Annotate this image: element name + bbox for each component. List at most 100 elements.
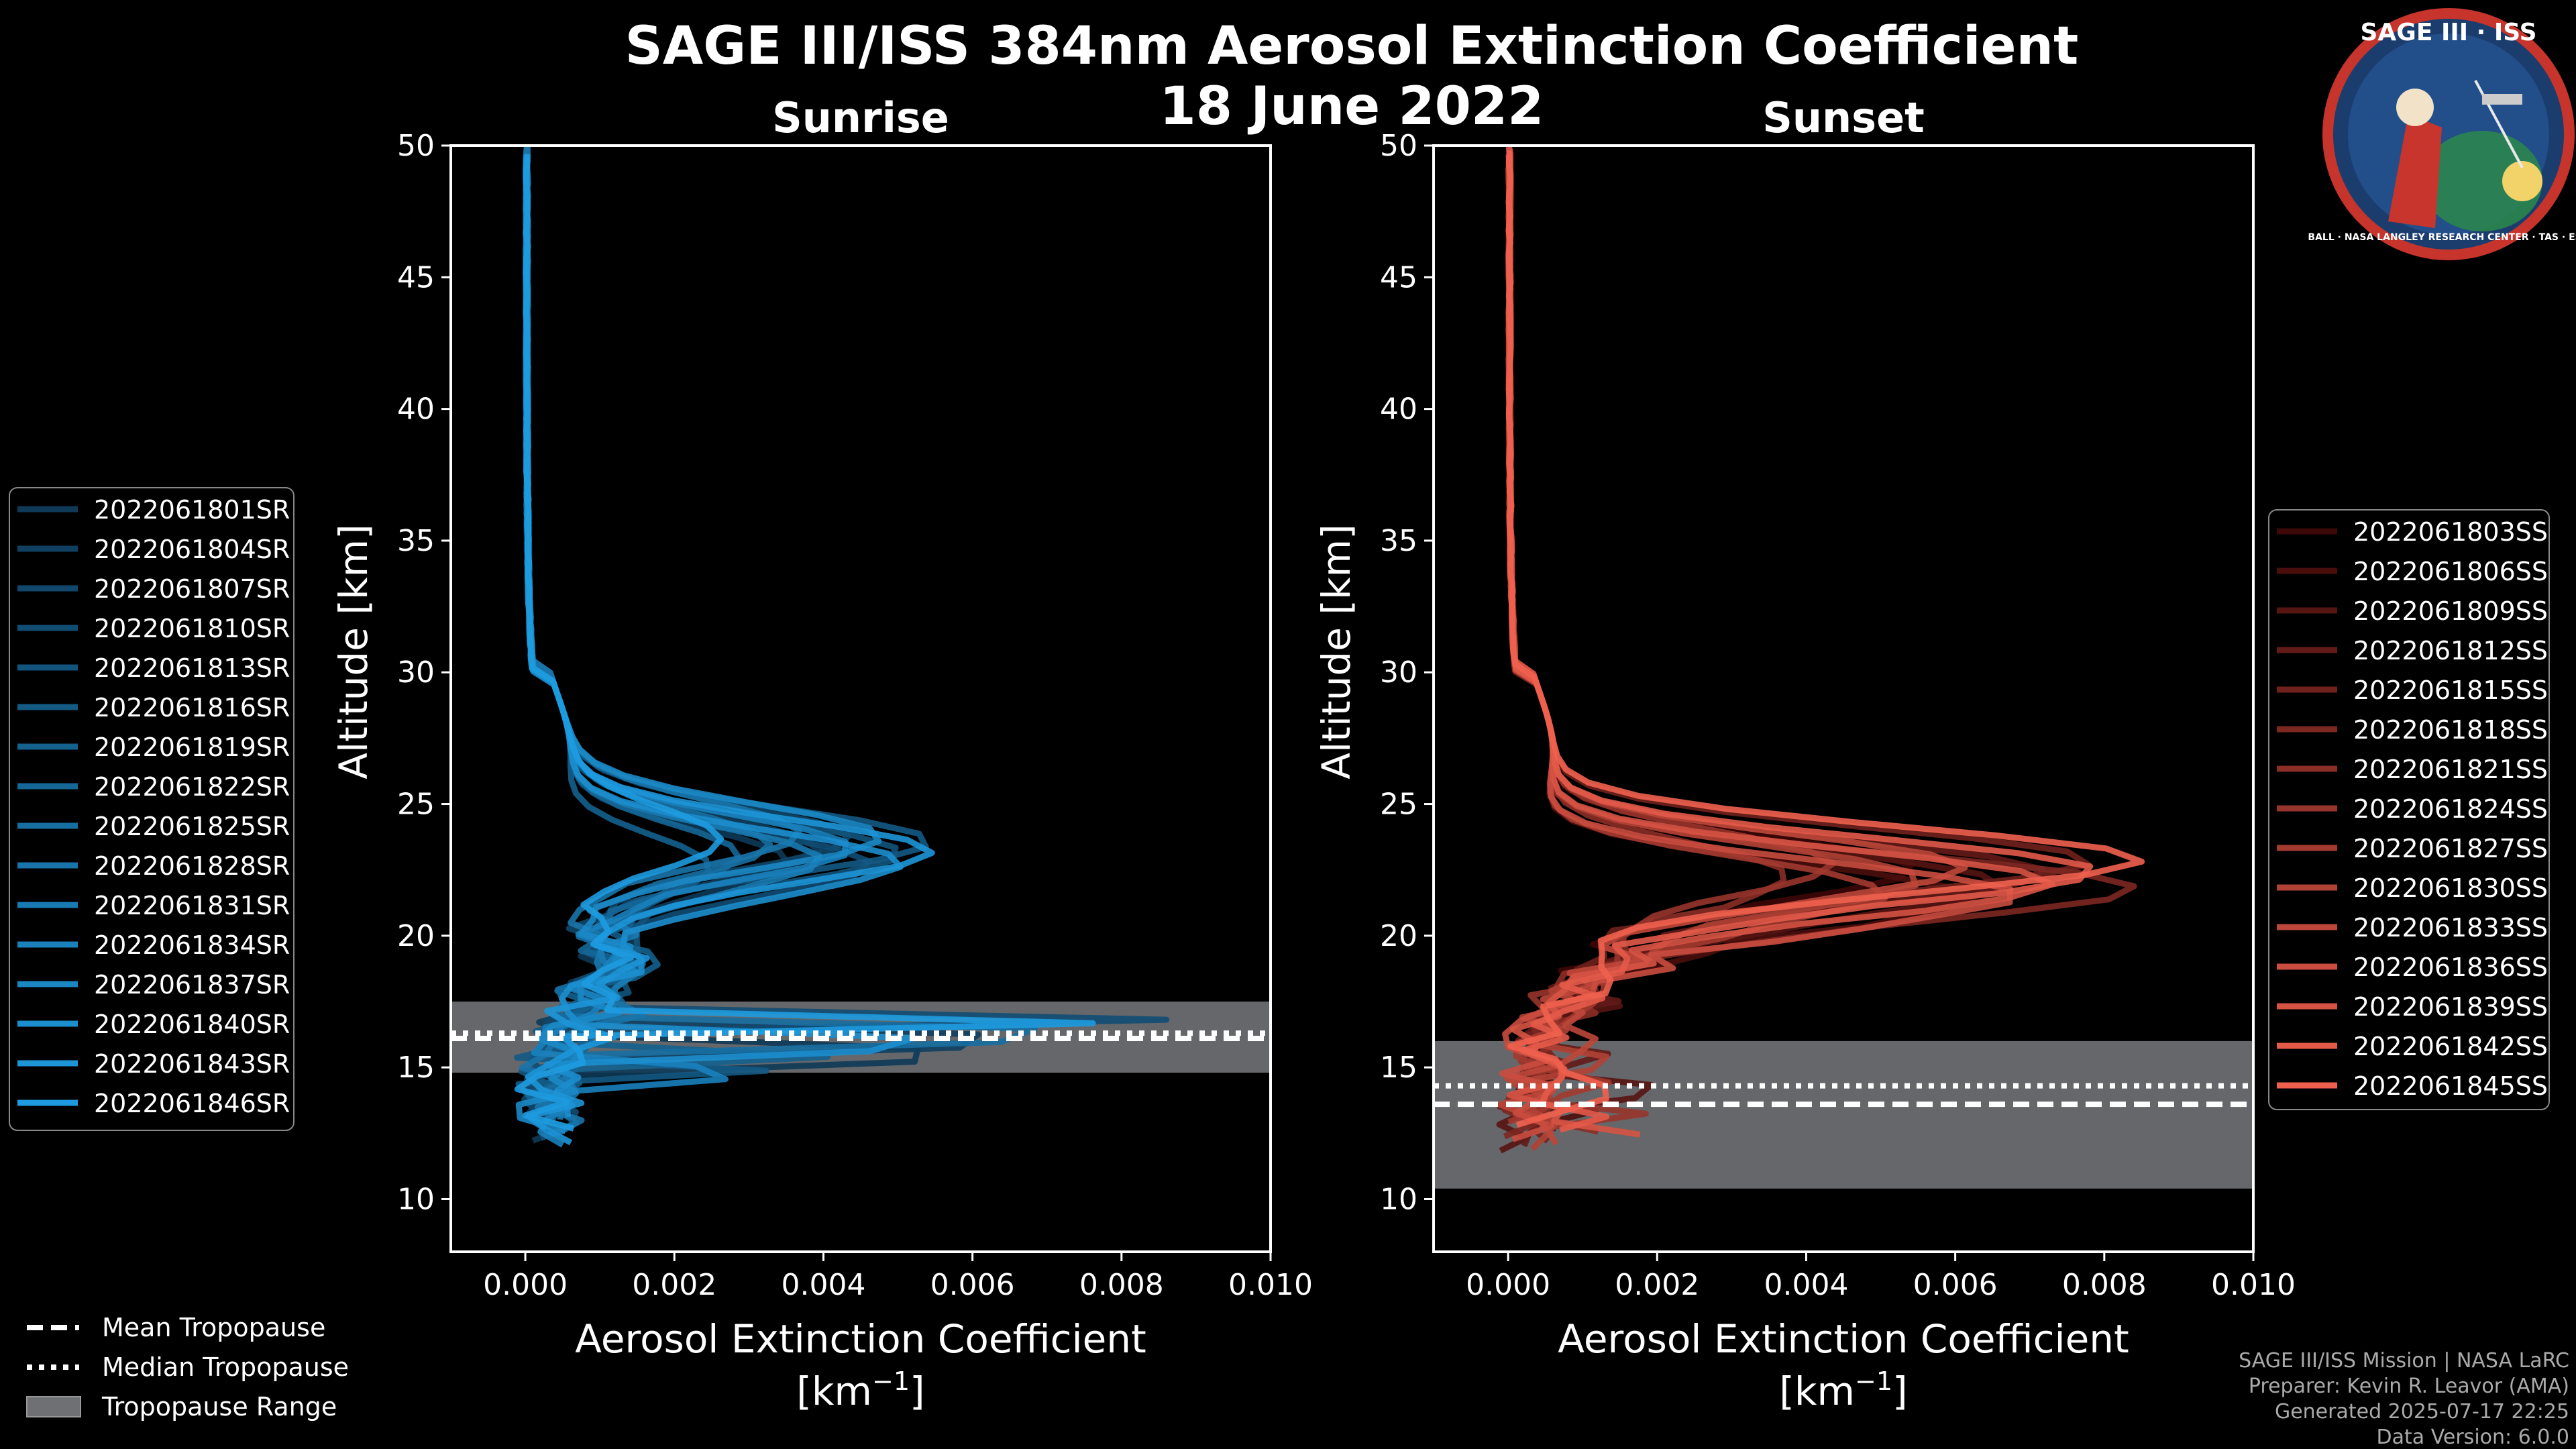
y-tick-label: 30 bbox=[1380, 655, 1417, 690]
profile-2022061845SS bbox=[1505, 150, 2145, 1128]
x-tick-label: 0.002 bbox=[1615, 1268, 1699, 1302]
x-axis-label: Aerosol Extinction Coefficient bbox=[1558, 1316, 2129, 1362]
panel-subtitle: Sunset bbox=[1762, 93, 1925, 142]
legend-entry: 2022061809SS bbox=[2353, 596, 2548, 626]
legend-entry: 2022061834SR bbox=[94, 930, 290, 960]
y-tick-label: 30 bbox=[397, 655, 435, 690]
legend-entry: 2022061804SR bbox=[94, 535, 290, 564]
y-tick-label: 45 bbox=[397, 260, 435, 294]
y-tick-label: 20 bbox=[1380, 919, 1417, 953]
x-axis-unit-close: ] bbox=[1892, 1368, 1908, 1414]
y-tick-label: 50 bbox=[397, 129, 435, 163]
legend-entry: 2022061842SS bbox=[2353, 1032, 2548, 1061]
legend-entry: 2022061822SR bbox=[94, 772, 290, 802]
profile-lines bbox=[1496, 146, 2145, 1154]
y-tick-label: 20 bbox=[397, 919, 435, 953]
x-tick-label: 0.006 bbox=[1913, 1268, 1998, 1302]
logo-top-text: SAGE III · ISS bbox=[2360, 19, 2536, 46]
y-axis-label: Altitude [km] bbox=[331, 524, 376, 779]
sunrise-panel: 0.000 0.002 0.004 0.006 0.008 0.010 10 15 20 25 30… bbox=[331, 93, 1313, 1414]
y-axis-label: Altitude [km] bbox=[1313, 524, 1359, 779]
y-tick-label: 15 bbox=[1380, 1051, 1417, 1085]
profile-lines bbox=[514, 146, 1170, 1148]
plot-frame bbox=[1432, 144, 2255, 1253]
chart-date: 18 June 2022 bbox=[1160, 76, 1544, 137]
legend-tropopause: Mean Tropopause Median Tropopause Tropop… bbox=[26, 1313, 349, 1421]
y-tick-label: 40 bbox=[1380, 392, 1417, 427]
legend-entry: 2022061836SS bbox=[2353, 953, 2548, 982]
legend-entry: 2022061821SS bbox=[2353, 755, 2548, 784]
x-axis-unit: [km−1] bbox=[1779, 1366, 1907, 1414]
y-tick-label: 35 bbox=[1380, 524, 1417, 558]
legend-entry: 2022061839SS bbox=[2353, 992, 2548, 1022]
credits: SAGE III/ISS Mission | NASA LaRC Prepare… bbox=[2239, 1349, 2569, 1449]
x-tick-label: 0.002 bbox=[632, 1268, 716, 1302]
x-tick-label: 0.004 bbox=[1764, 1268, 1848, 1302]
sage-mission-logo: SAGE III · ISS BALL · NASA LANGLEY RESEA… bbox=[2308, 8, 2576, 260]
x-axis-unit-text: [km bbox=[796, 1368, 872, 1414]
x-tick-label: 0.000 bbox=[483, 1268, 568, 1302]
profile-2022061846SR bbox=[514, 154, 1096, 1132]
x-axis-label: Aerosol Extinction Coefficient bbox=[575, 1316, 1146, 1362]
legend-entry: 2022061813SR bbox=[94, 653, 290, 683]
legend-mean-tropopause: Mean Tropopause bbox=[102, 1313, 325, 1342]
x-axis-unit-close: ] bbox=[910, 1368, 925, 1414]
x-tick-label: 0.006 bbox=[930, 1268, 1015, 1302]
legend-entry: 2022061843SR bbox=[94, 1049, 290, 1079]
legend-entry: 2022061830SS bbox=[2353, 873, 2548, 903]
legend-tropopause-range: Tropopause Range bbox=[101, 1392, 337, 1421]
credit-generated: Generated 2025-07-17 22:25 bbox=[2275, 1400, 2569, 1424]
legend-entry: 2022061815SS bbox=[2353, 676, 2548, 705]
y-tick-label: 25 bbox=[1380, 788, 1417, 822]
legend-median-tropopause: Median Tropopause bbox=[102, 1352, 349, 1382]
legend-entry: 2022061819SR bbox=[94, 733, 290, 762]
legend-entry: 2022061803SS bbox=[2353, 517, 2548, 547]
x-axis-unit: [km−1] bbox=[796, 1366, 924, 1414]
tropopause-range-swatch bbox=[26, 1396, 81, 1417]
legend-sunrise: 2022061801SR 2022061804SR 2022061807SR 2022… bbox=[9, 487, 294, 1131]
x-tick-label: 0.000 bbox=[1466, 1268, 1550, 1302]
y-tick-label: 25 bbox=[397, 788, 435, 822]
legend-entry: 2022061846SR bbox=[94, 1089, 290, 1118]
legend-entry: 2022061845SS bbox=[2353, 1071, 2548, 1101]
legend-entry: 2022061807SR bbox=[94, 574, 290, 604]
plot-frame bbox=[449, 144, 1272, 1253]
x-tick-label: 0.008 bbox=[2062, 1268, 2147, 1302]
y-tick-label: 35 bbox=[397, 524, 435, 558]
legend-entry: 2022061828SR bbox=[94, 851, 290, 881]
legend-entry: 2022061840SR bbox=[94, 1010, 290, 1039]
x-tick-label: 0.010 bbox=[1228, 1268, 1313, 1302]
credit-mission: SAGE III/ISS Mission | NASA LaRC bbox=[2239, 1349, 2569, 1373]
legend-entry: 2022061806SS bbox=[2353, 557, 2548, 586]
x-axis-unit-sup: −1 bbox=[1855, 1366, 1892, 1396]
y-tick-label: 15 bbox=[397, 1051, 435, 1085]
x-tick-label: 0.004 bbox=[781, 1268, 865, 1302]
legend-sunset: 2022061803SS 2022061806SS 2022061809SS 2022… bbox=[2268, 509, 2550, 1110]
logo-ring-text: BALL · NASA LANGLEY RESEARCH CENTER · TA… bbox=[2308, 232, 2576, 243]
y-tick-label: 10 bbox=[1380, 1182, 1417, 1216]
legend-entry: 2022061837SR bbox=[94, 970, 290, 1000]
x-tick-label: 0.008 bbox=[1079, 1268, 1164, 1302]
legend-entry: 2022061831SR bbox=[94, 891, 290, 920]
x-axis-unit-text: [km bbox=[1779, 1368, 1855, 1414]
legend-entry: 2022061833SS bbox=[2353, 913, 2548, 943]
legend-entry: 2022061801SR bbox=[94, 495, 290, 525]
x-axis-unit-sup: −1 bbox=[872, 1366, 910, 1396]
legend-entry: 2022061818SS bbox=[2353, 715, 2548, 745]
legend-entry: 2022061816SR bbox=[94, 693, 290, 722]
legend-entry: 2022061810SR bbox=[94, 614, 290, 643]
panel-subtitle: Sunrise bbox=[772, 93, 949, 142]
x-tick-label: 0.010 bbox=[2211, 1268, 2296, 1302]
chart-title: SAGE III/ISS 384nm Aerosol Extinction Co… bbox=[625, 16, 2079, 76]
y-tick-label: 50 bbox=[1380, 129, 1417, 163]
legend-entry: 2022061827SS bbox=[2353, 834, 2548, 863]
credit-data-version: Data Version: 6.0.0 bbox=[2377, 1426, 2569, 1449]
credit-preparer: Preparer: Kevin R. Leavor (AMA) bbox=[2249, 1375, 2569, 1398]
sunset-panel: 0.000 0.002 0.004 0.006 0.008 0.010 10 15 20 25 30… bbox=[1313, 93, 2296, 1414]
y-tick-label: 45 bbox=[1380, 260, 1417, 294]
legend-entry: 2022061812SS bbox=[2353, 636, 2548, 665]
legend-entry: 2022061825SR bbox=[94, 812, 290, 841]
y-tick-label: 10 bbox=[397, 1182, 435, 1216]
y-tick-label: 40 bbox=[397, 392, 435, 427]
